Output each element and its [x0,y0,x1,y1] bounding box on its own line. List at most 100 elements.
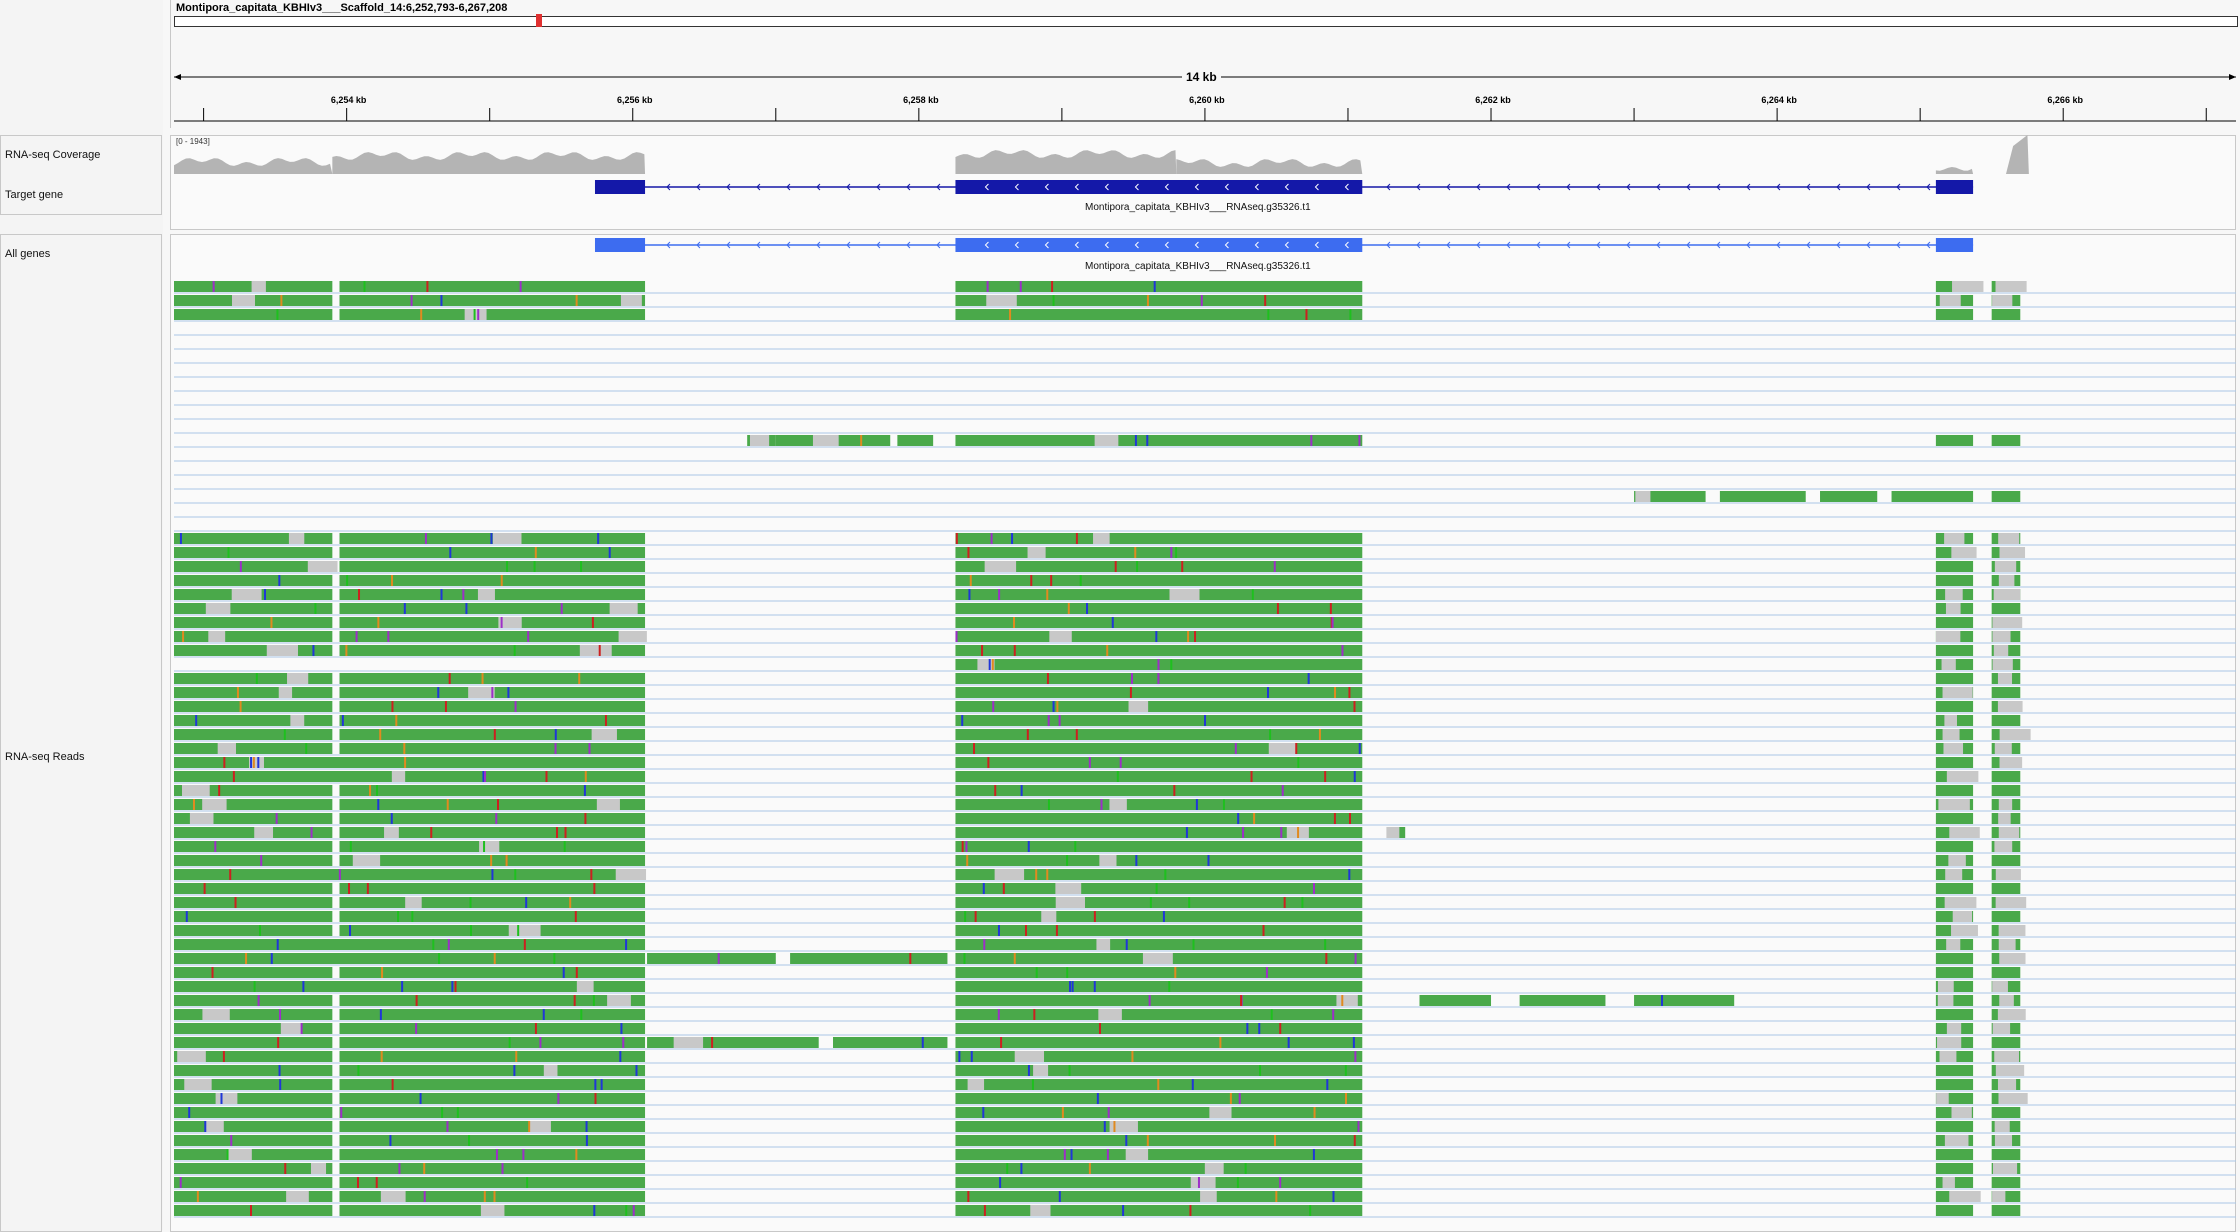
mismatch [1046,869,1049,880]
mismatch [1234,743,1237,754]
soft-clip [1995,897,2027,908]
mismatch [1354,1051,1357,1062]
current-region-marker[interactable] [536,14,542,27]
target-gene-track-label[interactable]: Target gene [5,189,64,201]
coverage-bar [955,150,1177,174]
soft-clip [1998,939,2016,950]
mismatch [564,827,567,838]
mismatch [974,911,977,922]
mismatch [563,841,566,852]
mismatch [981,645,984,656]
read [955,1149,1363,1160]
read [339,967,646,978]
target-gene-strand-arrow [1224,183,1229,191]
mismatch [1069,981,1072,992]
mismatch [465,603,468,614]
read [1634,995,1735,1006]
mismatch [188,1107,191,1118]
read [1935,1065,1974,1076]
mismatch [305,743,308,754]
all-genes-strand-arrow [906,241,911,249]
mismatch [562,967,565,978]
soft-clip [1109,1121,1138,1132]
soft-clip [1994,1135,2013,1146]
mismatch [349,925,352,936]
read [1991,911,2021,922]
soft-clip [1942,729,1960,740]
read [955,533,1363,544]
soft-clip [1098,1009,1122,1020]
mismatch [1173,785,1176,796]
mismatch [441,1107,444,1118]
mismatch [1075,729,1078,740]
target-gene-strand-arrow [1686,183,1691,191]
read [339,1177,646,1188]
mismatch [379,729,382,740]
mismatch [1189,1205,1192,1216]
read [174,1037,333,1048]
read [1991,1149,2021,1160]
mismatch [1276,603,1279,614]
soft-clip [1998,575,2015,586]
mismatch [415,1023,418,1034]
read [955,1107,1363,1118]
mismatch [1267,687,1270,698]
read [1935,673,1974,684]
mismatch [1035,967,1038,978]
mismatch [423,1191,426,1202]
soft-clip [1994,841,2013,852]
all-genes-track-label[interactable]: All genes [5,248,51,260]
target-gene-strand-arrow [1716,183,1721,191]
soft-clip [205,1121,224,1132]
mismatch [280,295,283,306]
read [1991,883,2021,894]
mismatch [1197,1177,1200,1188]
mismatch [340,1107,343,1118]
target-gene-strand-arrow [786,183,791,191]
target-gene-strand-arrow [1014,183,1019,191]
ruler-tick-label: 6,264 kb [1761,95,1797,105]
chromosome-ideogram[interactable] [174,16,2238,27]
mismatch [380,1051,383,1062]
target-gene-strand-arrow [1386,183,1391,191]
mismatch [1031,1079,1034,1090]
mismatch [279,1009,282,1020]
all-genes-strand-arrow [666,241,671,249]
mismatch [338,869,341,880]
coverage-track-label[interactable]: RNA-seq Coverage [5,149,101,161]
read [174,1023,333,1034]
mismatch [1195,799,1198,810]
mismatch [1238,1093,1241,1104]
mismatch [346,575,349,586]
mismatch [1357,1121,1360,1132]
mismatch [1058,715,1061,726]
target-gene-strand-arrow [1926,183,1931,191]
soft-clip [673,1037,704,1048]
mismatch [964,911,967,922]
mismatch [222,1051,225,1062]
mismatch [1332,1009,1335,1020]
read [1991,771,2021,782]
mismatch [1267,309,1270,320]
mismatch [403,603,406,614]
read [1935,1009,1974,1020]
all-genes-strand-arrow [1284,241,1289,249]
target-gene-strand-arrow [1896,183,1901,191]
soft-clip [310,1163,327,1174]
read [1935,701,1974,712]
target-gene-strand-arrow [816,183,821,191]
mismatch [1019,281,1022,292]
mismatch [415,995,418,1006]
mismatch [1046,673,1049,684]
read [1935,967,1974,978]
reads-track-label[interactable]: RNA-seq Reads [5,751,85,763]
mismatch [969,575,972,586]
mismatch [1279,1023,1282,1034]
soft-clip [596,799,620,810]
mismatch [1125,1135,1128,1146]
soft-clip [1128,701,1149,712]
read [339,1191,646,1202]
read [1935,1093,1974,1104]
soft-clip [1386,827,1400,838]
